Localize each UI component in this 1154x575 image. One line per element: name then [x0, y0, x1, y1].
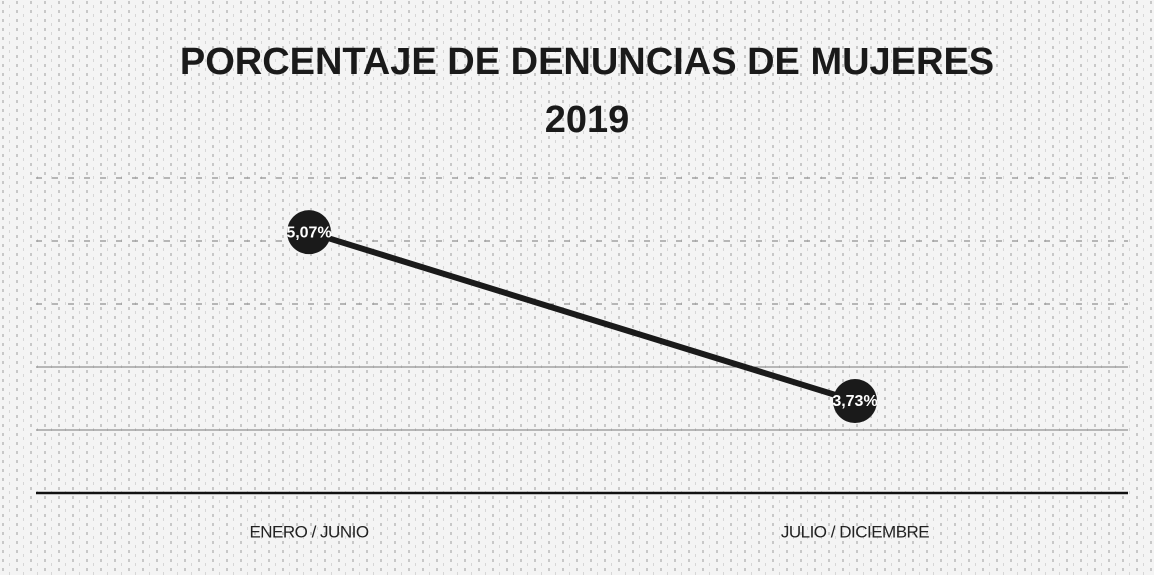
- line: [308, 229, 856, 404]
- marker: [287, 210, 331, 255]
- chart-title: PORCENTAJE DE DENUNCIAS DE MUJERES: [180, 41, 994, 83]
- chart-title: 2019: [545, 99, 630, 141]
- x-tick-label: JULIO / DICIEMBRE: [781, 522, 929, 541]
- x-tick-label: ENERO / JUNIO: [249, 522, 368, 541]
- data-label: 3,73%: [832, 393, 877, 410]
- data-label: 5,07%: [286, 224, 331, 241]
- marker: [833, 379, 877, 424]
